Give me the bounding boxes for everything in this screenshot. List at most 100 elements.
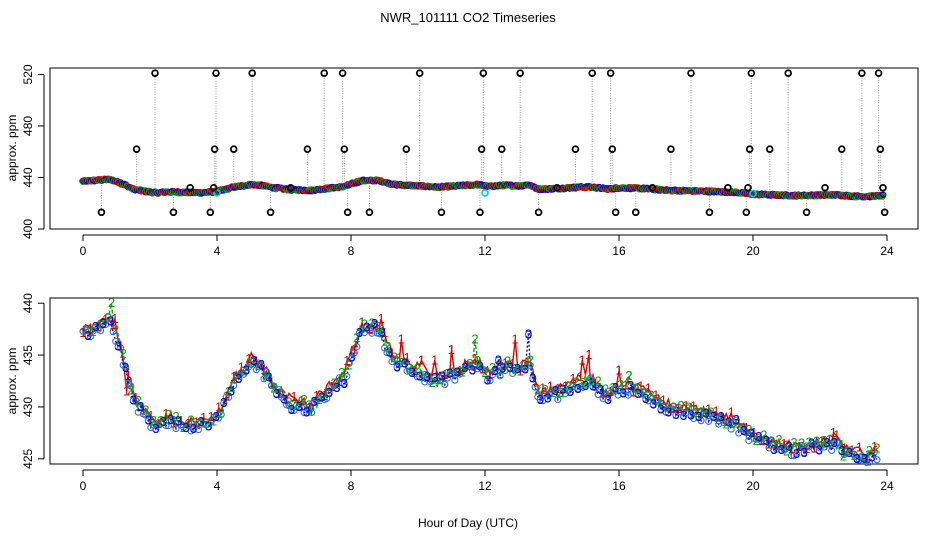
bottom-series-3-marker: 3	[522, 361, 529, 376]
bottom-series-3-marker: 3	[793, 446, 800, 461]
bottom-series-2-marker: 2	[625, 368, 632, 383]
bottom-series-2-marker: 2	[843, 445, 850, 460]
bottom-series-1-marker: 1	[283, 391, 290, 406]
top-reference-point	[415, 69, 424, 77]
bottom-spike-marker: 2	[471, 332, 478, 347]
bottom-series-1-marker: 1	[667, 401, 674, 416]
top-reference-point	[212, 69, 220, 77]
bottom-series-3-marker: 3	[424, 369, 431, 384]
bottom-series-3-point	[107, 317, 115, 326]
bottom-series-1-marker: 1	[336, 374, 343, 389]
bottom-series-3-point	[300, 409, 308, 417]
bottom-series-3-point	[333, 384, 341, 392]
bottom-series-3-marker: 3	[635, 386, 642, 401]
bottom-series-3-marker: 3	[130, 393, 137, 408]
bottom-series-3-point	[792, 450, 801, 458]
bottom-series-1-marker: 1	[652, 387, 659, 402]
bottom-series-3-point	[144, 417, 152, 425]
bottom-series-2-marker: 2	[346, 358, 353, 373]
bottom-series-3-point	[491, 367, 499, 375]
bottom-series-3-marker: 3	[318, 390, 325, 405]
top-reference-point	[209, 183, 218, 192]
bottom-series-1-marker: 1	[841, 441, 848, 456]
top-reference-point	[303, 145, 312, 153]
bottom-series-3-marker: 3	[92, 319, 99, 334]
bottom-series-3-point	[441, 381, 449, 389]
bottom-series-1-marker: 1	[245, 351, 252, 366]
bottom-series-2-marker: 2	[263, 369, 270, 384]
bottom-series-3-point	[725, 419, 733, 427]
bottom-series-1-marker: 1	[833, 428, 840, 443]
bottom-series-2-marker: 2	[142, 403, 149, 418]
top-reference-point	[667, 145, 675, 153]
bottom-series-3-marker: 3	[680, 408, 687, 423]
bottom-series-3-point	[597, 386, 605, 394]
bottom-series-1-marker: 1	[675, 401, 682, 416]
bottom-series-3-point	[516, 365, 524, 373]
bottom-series-2-marker: 2	[790, 435, 797, 450]
bottom-series-2-marker: 2	[527, 352, 534, 367]
bottom-series-3-marker: 3	[311, 394, 318, 409]
bottom-series-2-marker: 2	[368, 315, 375, 330]
bottom-series-2-marker: 2	[180, 420, 187, 435]
bottom-series-3-point	[433, 377, 441, 385]
top-reference-point	[516, 69, 524, 77]
top-data-marks	[79, 69, 889, 217]
bottom-series-1-marker: 1	[494, 358, 501, 373]
bottom-series-3-marker: 3	[341, 376, 348, 391]
bottom-series-1-marker: 1	[230, 369, 237, 384]
bottom-series-3-point	[521, 365, 529, 373]
bottom-spike-marker: 1	[378, 311, 385, 326]
bottom-series-2-marker: 2	[677, 398, 684, 413]
bottom-series-1-marker: 1	[803, 441, 810, 456]
bottom-spike-marker: 1	[431, 352, 438, 367]
bottom-series-1-marker: 1	[592, 376, 599, 391]
bottom-series-3-point	[544, 395, 552, 403]
bottom-series-2-marker: 2	[723, 416, 730, 431]
bottom-x-tick-label: 16	[612, 479, 626, 493]
top-reference-point	[784, 69, 792, 77]
bottom-series-3-marker: 3	[567, 384, 574, 399]
top-reference-point	[320, 69, 329, 77]
bottom-x-tick-label: 0	[80, 479, 87, 493]
bottom-series-3-marker: 3	[431, 370, 438, 385]
bottom-series-3-marker: 3	[326, 385, 333, 400]
bottom-series-1-marker: 1	[208, 409, 215, 424]
bottom-spike-marker: 1	[418, 352, 425, 367]
top-series-3-point	[880, 191, 887, 198]
bottom-series-3-marker: 3	[288, 402, 295, 417]
bottom-series-3-marker: 3	[461, 360, 468, 375]
bottom-series-3-point	[167, 416, 175, 424]
top-reference-point	[402, 145, 411, 153]
top-reference-point	[631, 208, 640, 217]
bottom-series-2-marker: 2	[572, 375, 579, 390]
bottom-series-2-marker: 2	[255, 358, 262, 373]
bottom-series-2-marker: 2	[105, 310, 112, 325]
bottom-series-3-point	[702, 410, 710, 418]
bottom-series-2-marker: 2	[444, 366, 451, 381]
top-reference-point	[744, 183, 752, 192]
bottom-series-3-marker: 3	[838, 443, 845, 458]
bottom-series-3-point	[267, 382, 275, 390]
bottom-series-3-marker: 3	[280, 392, 287, 407]
bottom-series-3-point	[340, 380, 348, 388]
bottom-series-3-point	[478, 366, 487, 374]
bottom-series-3-point	[102, 320, 110, 329]
bottom-series-2-marker: 2	[798, 436, 805, 451]
bottom-series-3-point	[742, 429, 750, 437]
top-reference-point	[648, 183, 657, 192]
top-reference-point	[97, 208, 106, 217]
bottom-series-2-marker: 2	[120, 346, 127, 361]
bottom-series-3-marker: 3	[552, 383, 559, 398]
bottom-series-3-marker: 3	[559, 381, 566, 396]
bottom-series-3-marker: 3	[650, 397, 657, 412]
bottom-series-3-marker: 3	[258, 357, 265, 372]
bottom-series-2-marker: 2	[376, 319, 383, 334]
bottom-series-3-marker: 3	[303, 405, 310, 420]
bottom-series-3-point	[762, 437, 770, 445]
bottom-series-3-marker: 3	[853, 451, 860, 466]
bottom-series-1-marker: 1	[795, 439, 802, 454]
bottom-series-3-point	[217, 410, 225, 419]
bottom-series-1-marker: 1	[524, 355, 531, 370]
